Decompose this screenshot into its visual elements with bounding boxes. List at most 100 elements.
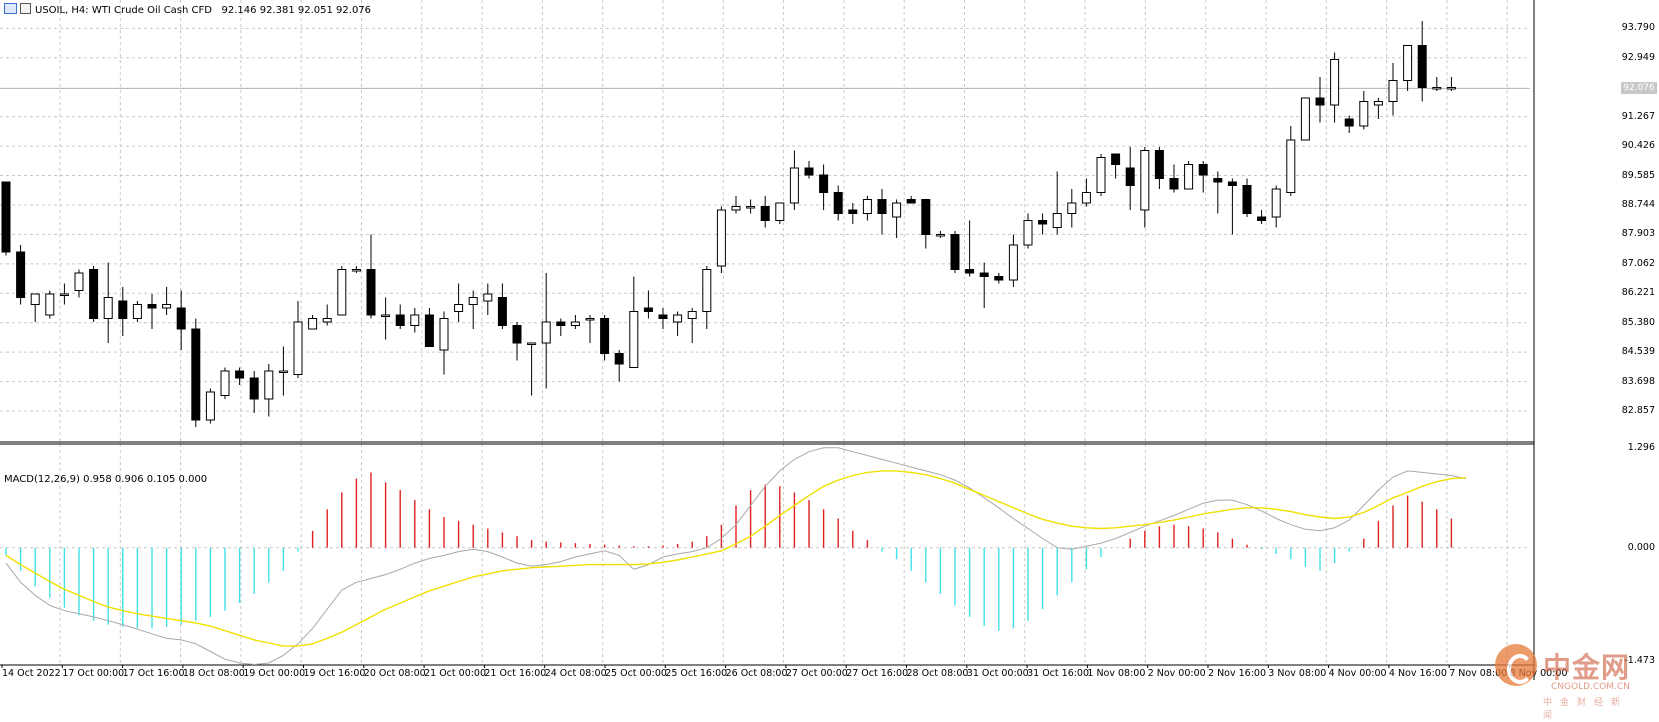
candle-body[interactable] xyxy=(45,293,55,316)
candle-body[interactable] xyxy=(30,293,40,305)
candle-body[interactable] xyxy=(103,297,113,319)
candle-body[interactable] xyxy=(1403,45,1413,81)
candle-body[interactable] xyxy=(906,199,916,204)
candle-body[interactable] xyxy=(308,318,318,330)
candle-body[interactable] xyxy=(804,167,814,176)
candle-body[interactable] xyxy=(1008,244,1018,281)
candle-body[interactable] xyxy=(1052,213,1062,228)
candle-body[interactable] xyxy=(1140,150,1150,211)
candle-body[interactable] xyxy=(278,370,288,373)
candle-body[interactable] xyxy=(249,377,259,400)
candle-body[interactable] xyxy=(746,206,756,209)
candle-body[interactable] xyxy=(512,325,522,344)
candle-body[interactable] xyxy=(950,234,960,270)
candle-body[interactable] xyxy=(1373,101,1383,106)
candle-body[interactable] xyxy=(1315,97,1325,106)
candle-body[interactable] xyxy=(731,206,741,211)
candle-body[interactable] xyxy=(1432,87,1442,90)
candle-body[interactable] xyxy=(833,192,843,214)
candle-body[interactable] xyxy=(264,370,274,400)
candle-body[interactable] xyxy=(862,199,872,214)
chart-window-icon[interactable] xyxy=(4,3,17,14)
candle-body[interactable] xyxy=(570,321,580,326)
candle-body[interactable] xyxy=(789,167,799,204)
candle-body[interactable] xyxy=(527,342,537,345)
candle-body[interactable] xyxy=(965,269,975,274)
candle-body[interactable] xyxy=(1111,153,1121,165)
candle-body[interactable] xyxy=(1198,164,1208,176)
candle-body[interactable] xyxy=(994,276,1004,281)
candle-body[interactable] xyxy=(600,318,610,354)
candle-body[interactable] xyxy=(118,300,128,319)
symbol-properties-icon[interactable] xyxy=(20,3,31,14)
candle-body[interactable] xyxy=(132,304,142,319)
candle-body[interactable] xyxy=(921,199,931,235)
candle-body[interactable] xyxy=(1081,192,1091,204)
candle-body[interactable] xyxy=(220,370,230,396)
candle-body[interactable] xyxy=(979,272,989,277)
candle-body[interactable] xyxy=(424,314,434,347)
candle-body[interactable] xyxy=(1446,87,1456,90)
candle-body[interactable] xyxy=(1096,157,1106,193)
candle-body[interactable] xyxy=(16,251,26,298)
candle-body[interactable] xyxy=(147,304,157,309)
candle-body[interactable] xyxy=(1417,45,1427,88)
candle-body[interactable] xyxy=(293,321,303,375)
candle-body[interactable] xyxy=(848,209,858,214)
candle-body[interactable] xyxy=(322,318,332,323)
candle-body[interactable] xyxy=(1038,220,1048,225)
candle-body[interactable] xyxy=(614,353,624,365)
candle-body[interactable] xyxy=(1388,80,1398,102)
candle-body[interactable] xyxy=(1169,178,1179,190)
candle-body[interactable] xyxy=(59,293,69,296)
candle-body[interactable] xyxy=(351,269,361,272)
candle-body[interactable] xyxy=(468,297,478,305)
candle-body[interactable] xyxy=(410,314,420,326)
candle-body[interactable] xyxy=(1023,220,1033,246)
candle-body[interactable] xyxy=(877,199,887,214)
candle-body[interactable] xyxy=(1213,178,1223,183)
candle-body[interactable] xyxy=(760,206,770,221)
candle-body[interactable] xyxy=(775,202,785,221)
candle-body[interactable] xyxy=(235,370,245,379)
candle-body[interactable] xyxy=(366,269,376,316)
candle-body[interactable] xyxy=(1344,118,1354,127)
candle-body[interactable] xyxy=(497,297,507,326)
candle-body[interactable] xyxy=(643,307,653,312)
candle-body[interactable] xyxy=(1154,150,1164,179)
candle-body[interactable] xyxy=(381,314,391,317)
candle-body[interactable] xyxy=(1286,139,1296,193)
candle-body[interactable] xyxy=(1271,188,1281,218)
candle-body[interactable] xyxy=(1330,59,1340,106)
candle-body[interactable] xyxy=(395,314,405,326)
candle-body[interactable] xyxy=(629,311,639,368)
candle-body[interactable] xyxy=(556,321,566,326)
candle-body[interactable] xyxy=(483,293,493,302)
candle-body[interactable] xyxy=(658,314,668,319)
candle-body[interactable] xyxy=(337,269,347,316)
candle-body[interactable] xyxy=(176,307,186,330)
candle-body[interactable] xyxy=(454,304,464,312)
candle-body[interactable] xyxy=(673,314,683,323)
candle-body[interactable] xyxy=(716,209,726,267)
candle-body[interactable] xyxy=(1227,181,1237,186)
candle-body[interactable] xyxy=(819,174,829,193)
candle-body[interactable] xyxy=(1359,101,1369,127)
candle-body[interactable] xyxy=(191,328,201,421)
candle-body[interactable] xyxy=(162,304,172,309)
candle-body[interactable] xyxy=(892,202,902,218)
candle-body[interactable] xyxy=(1125,167,1135,186)
candle-body[interactable] xyxy=(702,269,712,312)
candle-body[interactable] xyxy=(89,269,99,319)
candle-body[interactable] xyxy=(687,311,697,319)
candle-body[interactable] xyxy=(1067,202,1077,214)
candle-body[interactable] xyxy=(1257,216,1267,221)
candle-body[interactable] xyxy=(1,181,11,253)
candle-body[interactable] xyxy=(1300,97,1310,141)
candle-body[interactable] xyxy=(205,391,215,421)
candle-body[interactable] xyxy=(1184,164,1194,190)
candle-body[interactable] xyxy=(1242,185,1252,214)
candle-body[interactable] xyxy=(74,272,84,291)
candle-body[interactable] xyxy=(585,318,595,321)
